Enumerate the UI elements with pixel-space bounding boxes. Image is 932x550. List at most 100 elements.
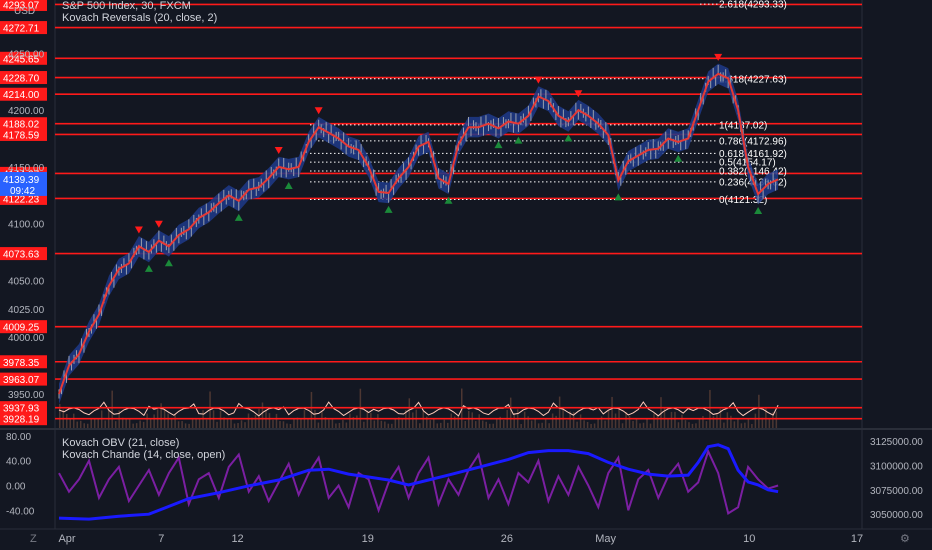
volume-bar xyxy=(426,416,428,428)
volume-bar xyxy=(233,423,236,428)
volume-bar xyxy=(422,411,425,428)
volume-bar xyxy=(586,421,589,428)
fib-label-3: 0.786(4172.96) xyxy=(719,136,787,147)
x-tick-2: 12 xyxy=(231,533,243,545)
level-badge-0 xyxy=(0,0,47,11)
level-label-4: 4214.00 xyxy=(3,90,40,101)
volume-bar xyxy=(628,416,631,428)
buy-arrow xyxy=(494,141,503,149)
osc-left-tick-0: 80.00 xyxy=(6,432,31,443)
x-tick-4: 26 xyxy=(501,533,513,545)
volume-bar xyxy=(695,423,697,428)
currency-label: USD xyxy=(14,6,35,17)
x-tick-1: 7 xyxy=(158,533,164,545)
fib-label-4: 0.618(4161.92) xyxy=(719,149,787,160)
volume-bar xyxy=(237,423,239,428)
level-badge-12 xyxy=(0,372,47,386)
volume-bar xyxy=(702,416,704,428)
volume-bar xyxy=(72,413,75,428)
volume-bar xyxy=(747,419,750,428)
x-tick-5: May xyxy=(595,533,616,545)
fib-label-1: 1.618(4227.63) xyxy=(719,74,787,85)
volume-bar xyxy=(509,397,512,428)
volume-bar xyxy=(625,411,627,428)
current-price-badge xyxy=(0,171,47,196)
volume-bar xyxy=(555,415,557,428)
volume-bar xyxy=(670,411,673,428)
volume-bar xyxy=(300,419,302,428)
volume-bar xyxy=(569,411,571,428)
buy-arrow xyxy=(144,264,153,272)
volume-bar xyxy=(558,396,561,428)
volume-bar xyxy=(464,420,466,428)
level-label-12: 3963.07 xyxy=(3,375,40,386)
volume-bar xyxy=(635,418,638,428)
buy-arrow xyxy=(614,193,623,201)
volume-bar xyxy=(761,417,764,428)
volume-bar xyxy=(345,422,348,428)
volume-bar xyxy=(733,421,736,428)
volume-bar xyxy=(478,414,480,428)
keltner-band xyxy=(59,63,779,405)
volume-bar xyxy=(443,419,446,428)
price-tick-6: 4000.00 xyxy=(8,333,45,344)
volume-bar xyxy=(656,415,659,428)
volume-bar xyxy=(153,414,155,428)
volume-bar xyxy=(597,418,599,428)
volume-bar xyxy=(356,415,358,428)
level-label-11: 3978.35 xyxy=(3,358,40,369)
volume-bar xyxy=(447,422,449,428)
volume-bar xyxy=(205,419,208,428)
volume-bar xyxy=(429,420,432,428)
volume-bar xyxy=(293,418,295,428)
level-badge-11 xyxy=(0,355,47,369)
sell-arrow xyxy=(134,226,143,234)
level-badge-13 xyxy=(0,401,47,415)
volume-bar xyxy=(649,423,652,428)
volume-bar xyxy=(751,423,753,428)
volume-bar xyxy=(328,419,330,428)
indicator-legend: Kovach Reversals (20, close, 2) xyxy=(62,12,218,24)
buy-arrow xyxy=(384,205,393,213)
gear-icon[interactable]: ⚙ xyxy=(900,533,910,545)
volume-bar xyxy=(114,421,117,428)
level-badge-14 xyxy=(0,412,47,426)
volume-bar xyxy=(268,413,271,428)
volume-bar xyxy=(174,413,176,428)
volume-oscillator-line xyxy=(58,401,779,417)
volume-bar xyxy=(132,423,134,428)
sell-arrow xyxy=(154,220,163,228)
sell-arrow xyxy=(714,53,723,61)
volume-bar xyxy=(495,418,498,428)
volume-bar xyxy=(450,413,453,428)
volume-bar xyxy=(324,416,327,428)
volume-bar xyxy=(600,416,603,428)
volume-bar xyxy=(653,413,655,428)
volume-bar xyxy=(104,420,106,428)
volume-bar xyxy=(579,414,582,428)
volume-bar xyxy=(286,423,288,428)
volume-bar xyxy=(740,423,743,428)
volume-bar xyxy=(534,418,536,428)
level-label-5: 4188.02 xyxy=(3,120,40,131)
volume-bar xyxy=(474,421,477,428)
volume-bar xyxy=(139,420,141,428)
level-label-6: 4178.59 xyxy=(3,130,40,141)
buy-arrow xyxy=(284,182,293,190)
osc-right-tick-3: 3050000.00 xyxy=(870,510,923,521)
zoom-reset-button[interactable]: Z xyxy=(30,533,37,545)
volume-bar xyxy=(59,404,61,428)
volume-bar xyxy=(128,418,131,428)
volume-bar xyxy=(65,413,68,428)
fib-label-0: 2.618(4293.33) xyxy=(719,0,787,11)
volume-bar xyxy=(667,419,669,428)
volume-bar xyxy=(530,420,533,428)
volume-bar xyxy=(744,422,746,428)
osc-left-tick-3: -40.00 xyxy=(6,506,35,517)
volume-bar xyxy=(454,416,456,428)
volume-bar xyxy=(261,402,264,428)
level-label-1: 4272.71 xyxy=(3,24,40,35)
volume-bar xyxy=(223,417,225,428)
osc-left-tick-2: 0.00 xyxy=(6,482,26,493)
